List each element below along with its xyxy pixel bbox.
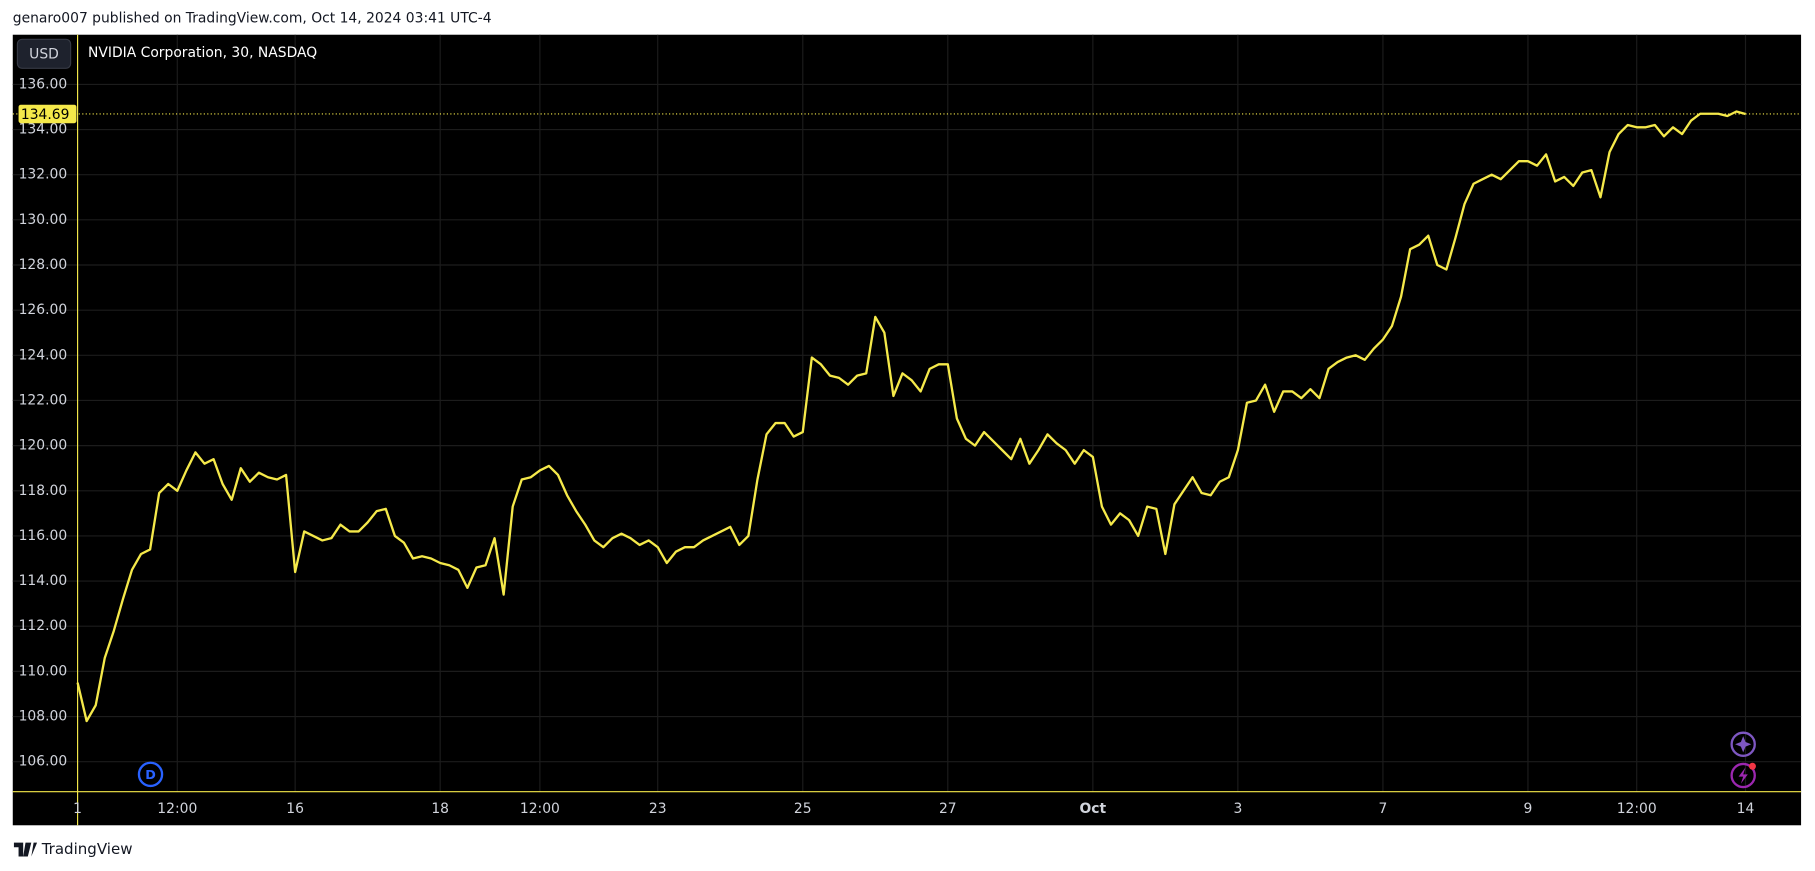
y-tick-label: 128.00 bbox=[19, 257, 68, 273]
y-tick-label: 132.00 bbox=[19, 167, 68, 183]
publish-header: genaro007 published on TradingView.com, … bbox=[13, 11, 492, 27]
x-tick-label: 16 bbox=[286, 801, 304, 817]
last-price-label: 134.69 bbox=[21, 107, 70, 123]
last-price-badge bbox=[18, 104, 77, 124]
brand-logo bbox=[13, 842, 38, 857]
y-tick-label: 124.00 bbox=[19, 347, 68, 363]
x-tick-label: 1 bbox=[73, 801, 82, 817]
x-tick-label: 3 bbox=[1233, 801, 1242, 817]
y-tick-label: 130.00 bbox=[19, 212, 68, 228]
x-tick-label: 7 bbox=[1379, 801, 1388, 817]
y-tick-label: 126.00 bbox=[19, 302, 68, 318]
currency-button[interactable] bbox=[16, 38, 72, 69]
x-tick-label: Oct bbox=[1080, 801, 1107, 817]
bolt-glyph bbox=[1738, 767, 1748, 784]
y-tick-label: 122.00 bbox=[19, 392, 68, 408]
y-tick-label: 116.00 bbox=[19, 528, 68, 544]
y-tick-label: 118.00 bbox=[19, 483, 68, 499]
x-tick-label: 9 bbox=[1524, 801, 1533, 817]
price-line bbox=[76, 110, 1746, 723]
x-tick-label: 18 bbox=[431, 801, 449, 817]
notification-dot bbox=[1748, 762, 1756, 770]
x-tick-label: 12:00 bbox=[1617, 801, 1657, 817]
x-tick-label: 25 bbox=[794, 801, 812, 817]
x-tick-label: 23 bbox=[649, 801, 667, 817]
assistant-icon[interactable] bbox=[1730, 731, 1756, 757]
grid-layer bbox=[12, 34, 1802, 792]
chart-panel bbox=[12, 34, 1802, 826]
brand-name: TradingView bbox=[41, 840, 133, 858]
y-tick-label: 134.00 bbox=[19, 122, 68, 138]
badge-label[interactable]: D bbox=[145, 768, 156, 783]
y-tick-label: 112.00 bbox=[19, 618, 68, 634]
sparkle-glyph bbox=[1735, 736, 1752, 753]
y-tick-label: 110.00 bbox=[19, 663, 68, 679]
x-tick-label: 14 bbox=[1737, 801, 1755, 817]
y-tick-label: 108.00 bbox=[19, 709, 68, 725]
x-tick-label: 12:00 bbox=[520, 801, 560, 817]
alerts-icon[interactable] bbox=[1730, 762, 1756, 789]
y-tick-label: 114.00 bbox=[19, 573, 68, 589]
currency-label[interactable]: USD bbox=[29, 46, 59, 62]
x-tick-label: 12:00 bbox=[157, 801, 197, 817]
y-tick-label: 106.00 bbox=[19, 754, 68, 770]
x-tick-label: 27 bbox=[939, 801, 957, 817]
symbol-title: NVIDIA Corporation, 30, NASDAQ bbox=[88, 45, 317, 61]
dividend-badge[interactable] bbox=[137, 761, 164, 788]
y-tick-label: 120.00 bbox=[19, 438, 68, 454]
marks-layer bbox=[12, 110, 1802, 723]
y-tick-label: 136.00 bbox=[19, 76, 68, 92]
